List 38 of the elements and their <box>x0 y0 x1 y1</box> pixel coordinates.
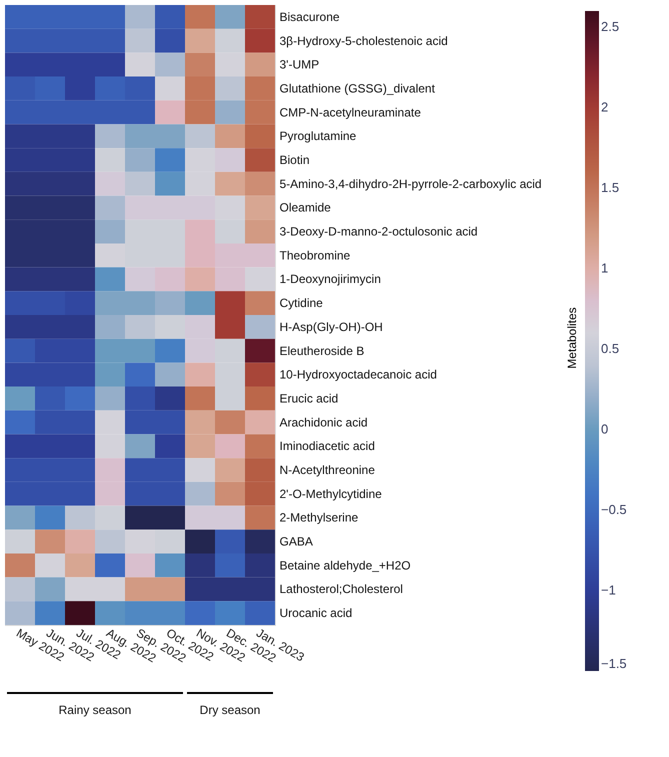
y-tick-label: Biotin <box>280 153 310 167</box>
y-tick-label: 5-Amino-3,4-dihydro-2H-pyrrole-2-carboxylic acid <box>280 176 542 191</box>
color-bar-label: −0.5 <box>601 502 627 518</box>
text: Dry season <box>200 703 260 717</box>
color-bar-label: −1.5 <box>601 656 627 671</box>
y-tick-label: 3β-Hydroxy-5-cholestenoic acid <box>280 34 448 48</box>
y-tick-label: 2'-O-Methylcytidine <box>280 486 382 501</box>
y-tick-label: Cytidine <box>280 296 324 310</box>
y-tick-label: GABA <box>280 534 313 549</box>
y-tick-label: Erucic acid <box>280 391 338 406</box>
color-bar-label: 1.5 <box>601 180 620 196</box>
y-tick-label: Glutathione (GSSG)_divalent <box>280 81 436 96</box>
text: Rainy season <box>58 703 132 717</box>
y-tick-label: Pyroglutamine <box>280 129 357 144</box>
y-tick-label: 3'-UMP <box>280 58 320 72</box>
y-tick-label: Theobromine <box>280 248 351 262</box>
y-tick-label: Lathosterol;Cholesterol <box>280 582 403 596</box>
y-tick-label: N-Acetylthreonine <box>280 463 376 477</box>
y-tick-label: Betaine aldehyde_+H2O <box>280 558 411 572</box>
color-bar-label: −1 <box>601 582 616 598</box>
y-tick-label: Iminodiacetic acid <box>280 439 375 454</box>
y-tick-label: 10-Hydroxyoctadecanoic acid <box>280 368 437 382</box>
y-tick-label: CMP-N-acetylneuraminate <box>280 105 422 120</box>
y-tick-label: Bisacurone <box>280 10 340 24</box>
color-bar-label: 0 <box>601 422 608 437</box>
color-bar-label: 1 <box>601 260 608 276</box>
color-bar-label: 2.5 <box>601 19 620 34</box>
y-tick-label: Oleamide <box>280 200 332 215</box>
y-tick-label: 3-Deoxy-D-manno-2-octulosonic acid <box>280 224 478 239</box>
y-tick-label: Arachidonic acid <box>280 415 368 430</box>
y-tick-label: 1-Deoxynojirimycin <box>280 272 381 286</box>
y-tick-label: H-Asp(Gly-OH)-OH <box>280 320 383 334</box>
y-tick-label: Eleutheroside B <box>280 344 364 358</box>
y-tick-label: 2-Methylserine <box>280 510 359 525</box>
color-bar-label: 2 <box>601 100 608 115</box>
color-bar-title: Metabolites <box>565 307 579 369</box>
color-bar-label: 0.5 <box>601 341 620 356</box>
y-tick-label: Urocanic acid <box>280 606 352 620</box>
